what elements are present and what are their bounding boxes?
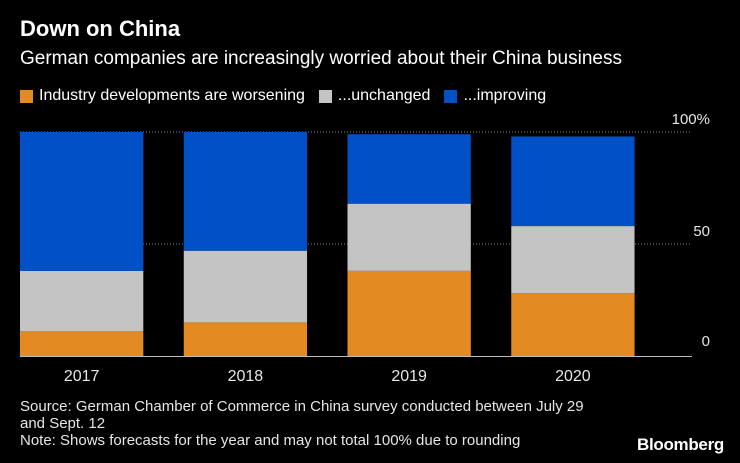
bar-2017-industrydevelopmentsareworsening — [20, 331, 144, 356]
y-tick-label-50: 50 — [693, 223, 710, 240]
legend-swatch-worsening — [20, 89, 33, 103]
chart-subtitle: German companies are increasingly worrie… — [20, 48, 622, 69]
legend-label-improving: ...improving — [463, 87, 547, 104]
legend-label-unchanged: ...unchanged — [337, 87, 431, 104]
bar-2020-improving — [511, 136, 635, 227]
bar-2017-unchanged — [20, 270, 144, 332]
x-tick-label-2017: 2017 — [64, 368, 100, 385]
bloomberg-logo: Bloomberg — [636, 435, 724, 454]
legend-label-worsening: Industry developments are worsening — [39, 87, 305, 104]
source-note: Source: German Chamber of Commerce in Ch… — [20, 398, 584, 432]
legend-swatch-improving — [444, 89, 458, 103]
bar-2018-unchanged — [183, 250, 308, 323]
legend-item-unchanged: ...unchanged — [318, 86, 431, 106]
legend-item-improving: ...improving — [444, 86, 546, 106]
bar-2017-improving — [20, 132, 144, 271]
bar-2019-unchanged — [347, 203, 471, 271]
chart-title: Down on China — [20, 16, 181, 41]
bar-2018-improving — [183, 132, 308, 251]
y-tick-label-0: 0 — [702, 333, 710, 350]
bar-2020-industrydevelopmentsareworsening — [511, 293, 635, 356]
x-tick-label-2019: 2019 — [391, 368, 427, 385]
bar-2018-industrydevelopmentsareworsening — [183, 322, 308, 356]
legend-item-worsening: Industry developments are worsening — [20, 86, 305, 106]
bar-2020-unchanged — [511, 226, 635, 294]
x-tick-label-2018: 2018 — [228, 368, 264, 385]
stacked-bar-chart: 2017 2018 2019 2020 100% 50 0 — [20, 111, 710, 385]
rounding-note: Note: Shows forecasts for the year and m… — [20, 432, 521, 449]
bar-2019-improving — [347, 134, 471, 204]
footnotes: Source: German Chamber of Commerce in Ch… — [20, 398, 584, 449]
y-tick-label-100: 100% — [672, 111, 710, 128]
x-tick-label-2020: 2020 — [555, 368, 591, 385]
bar-2019-industrydevelopmentsareworsening — [347, 270, 471, 356]
legend: Industry developments are worsening ...u… — [20, 86, 560, 106]
legend-swatch-unchanged — [318, 89, 332, 103]
